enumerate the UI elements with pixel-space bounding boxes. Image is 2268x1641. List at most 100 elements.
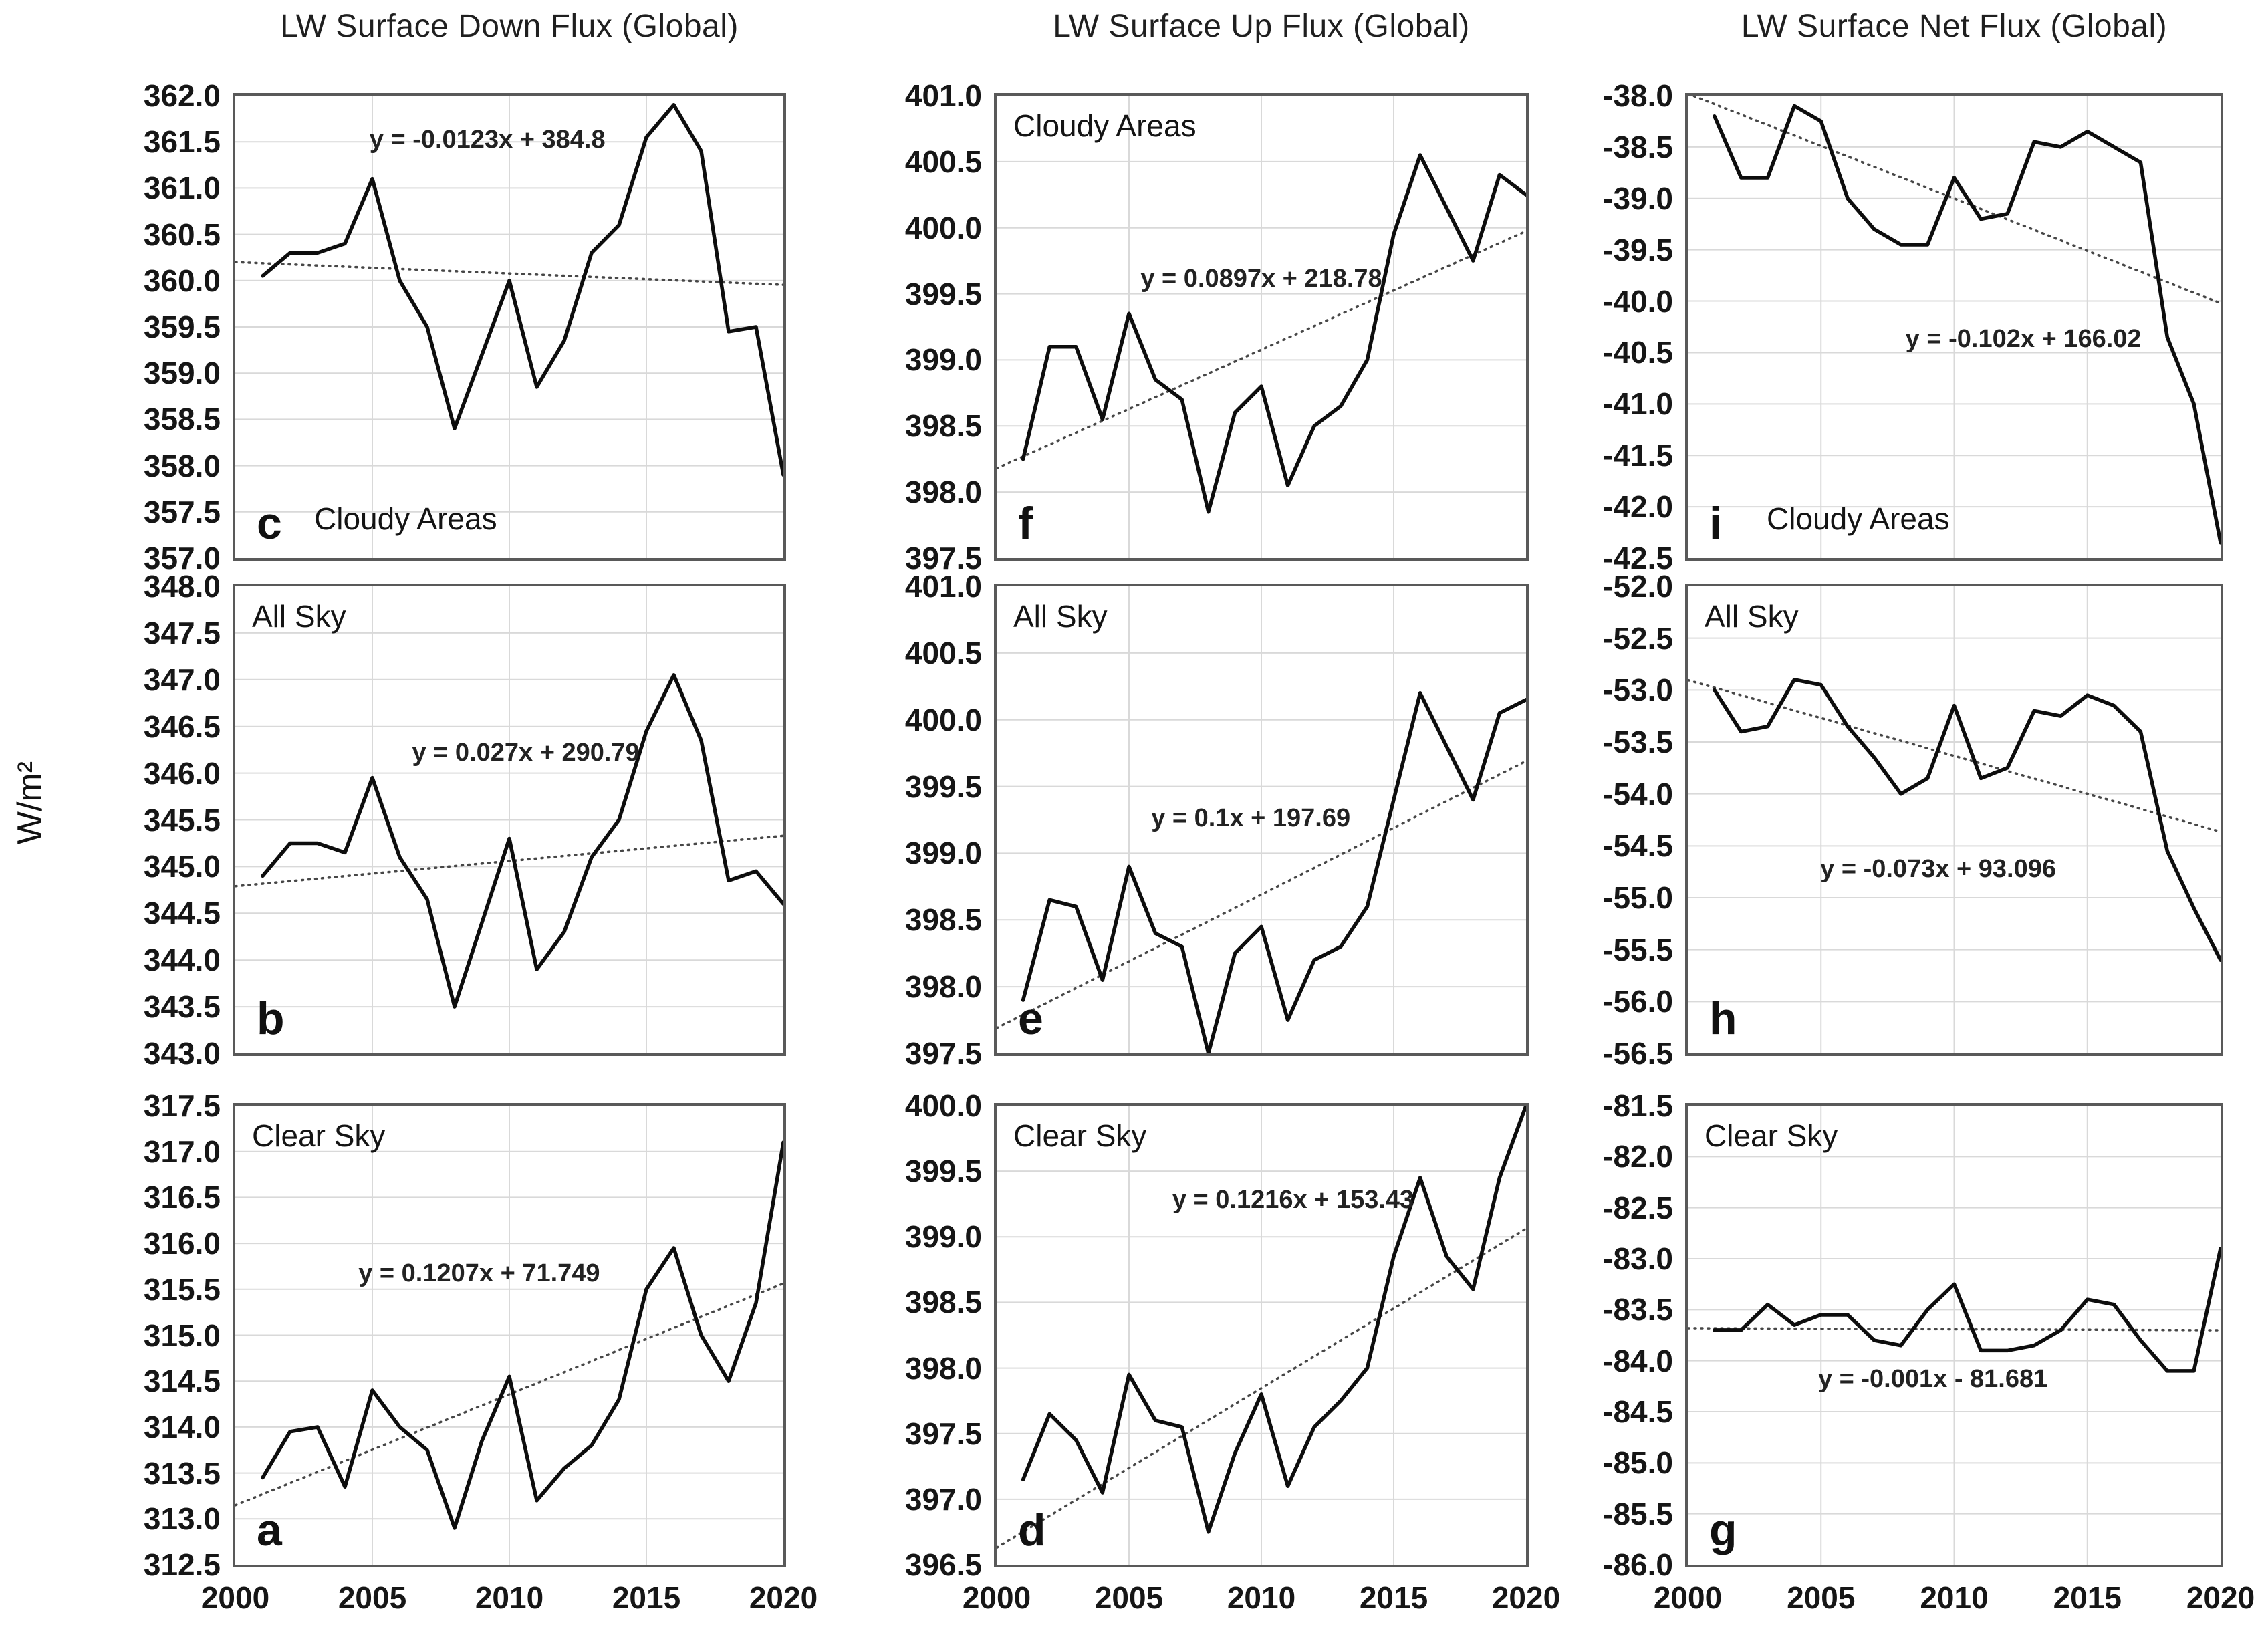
y-axis-tick-label: -52.0 <box>1603 569 1673 604</box>
y-axis-tick-label: 397.5 <box>904 1036 982 1071</box>
y-axis-tick-label: 401.0 <box>904 569 982 604</box>
y-axis-tick-label: 359.0 <box>143 356 221 391</box>
trend-line <box>997 1227 1526 1549</box>
y-axis-tick-label: 314.0 <box>143 1409 221 1444</box>
y-axis-tick-label: 344.5 <box>143 896 221 931</box>
y-axis-tick-label: 398.5 <box>904 1285 982 1320</box>
series-label: Clear Sky <box>1705 1118 1838 1153</box>
panel-g-net-clearsky: -81.5 -82.0 -82.5 -83.0 -83.5 -84.0 -84.5 -85.0… <box>1603 1088 2255 1615</box>
trend-equation: y = 0.1216x + 153.43 <box>1172 1186 1414 1215</box>
data-line <box>261 673 783 1009</box>
column-title-down-flux: LW Surface Down Flux (Global) <box>280 9 739 44</box>
series-label: All Sky <box>1705 599 1799 634</box>
y-axis-tick-label: 397.0 <box>904 1481 982 1517</box>
y-axis-tick-labels: 348.0 347.5 347.0 346.5 346.0 345.5 345.0 344.5… <box>67 569 221 1071</box>
y-axis-tick-label: 400.5 <box>904 144 982 179</box>
y-axis-tick-label: -81.5 <box>1603 1088 1673 1123</box>
data-line <box>1021 153 1526 514</box>
y-axis-tick-label: 400.0 <box>904 210 982 245</box>
x-axis-tick-labels: 2000 2005 2010 2015 2020 <box>963 1565 1560 1625</box>
y-axis-tick-labels: -52.0 -52.5 -53.0 -53.5 -54.0 -54.5 -55.0 -55.5… <box>1519 569 1673 1071</box>
data-line <box>1021 1106 1526 1534</box>
y-axis-tick-label: -83.0 <box>1603 1241 1673 1276</box>
trend-equation: y = -0.073x + 93.096 <box>1820 855 2057 884</box>
y-axis-tick-label: -83.5 <box>1603 1292 1673 1328</box>
y-axis-tick-label: -54.5 <box>1603 828 1673 864</box>
chart-svg <box>1688 586 2221 1053</box>
panel-f-up-cloudy: 401.0 400.5 400.0 399.5 399.0 398.5 398.0 397.5… <box>905 78 1529 576</box>
y-axis-tick-label: -41.0 <box>1603 386 1673 422</box>
y-axis-tick-label: -42.0 <box>1603 489 1673 525</box>
x-axis-tick-label: 2010 <box>475 1580 544 1615</box>
x-axis-tick-label: 2005 <box>1787 1580 1856 1615</box>
y-axis-tick-label: 313.5 <box>143 1455 221 1491</box>
panel-i-net-cloudy: -38.0 -38.5 -39.0 -39.5 -40.0 -40.5 -41.0 -41.5… <box>1603 78 2223 576</box>
y-axis-tick-label: -86.0 <box>1603 1547 1673 1582</box>
y-axis-tick-label: -38.0 <box>1603 78 1673 113</box>
trend-line <box>235 261 783 286</box>
y-axis-tick-label: 399.5 <box>904 1154 982 1189</box>
y-axis-tick-label: -55.0 <box>1603 880 1673 915</box>
trend-line <box>1690 96 2221 305</box>
y-axis-tick-label: 346.5 <box>143 709 221 744</box>
y-axis-tick-label: -85.5 <box>1603 1496 1673 1531</box>
y-axis-tick-label: 398.0 <box>904 475 982 510</box>
y-axis-tick-label: 399.5 <box>904 276 982 311</box>
x-axis-tick-label: 2020 <box>2186 1580 2255 1615</box>
y-axis-tick-label: -85.0 <box>1603 1445 1673 1481</box>
data-line <box>261 1140 783 1530</box>
y-axis-tick-label: 312.5 <box>143 1547 221 1582</box>
trend-equation: y = -0.001x - 81.681 <box>1817 1365 2048 1394</box>
trend-line <box>1688 678 2221 833</box>
x-axis-tick-label: 2015 <box>612 1580 681 1615</box>
panel-e-up-allsky: 401.0 400.5 400.0 399.5 399.0 398.5 398.0 397.5… <box>905 569 1529 1071</box>
data-line <box>1713 104 2221 545</box>
y-axis-tick-label: 361.5 <box>143 124 221 160</box>
y-axis-tick-labels: 317.5 317.0 316.5 316.0 315.5 315.0 314.5 314.0… <box>67 1088 221 1582</box>
y-axis-tick-label: 362.0 <box>143 78 221 113</box>
chart-svg <box>235 96 783 558</box>
y-axis-tick-label: 399.0 <box>904 342 982 378</box>
y-axis-tick-label: 399.0 <box>904 836 982 871</box>
series-label: Clear Sky <box>252 1118 386 1153</box>
y-axis-tick-label: 313.0 <box>143 1501 221 1537</box>
y-axis-tick-label: -52.5 <box>1603 620 1673 656</box>
panel-letter: h <box>1709 993 1737 1044</box>
y-axis-tick-label: 396.5 <box>904 1547 982 1582</box>
y-axis-tick-label: 359.5 <box>143 309 221 344</box>
y-axis-tick-label: -39.0 <box>1603 180 1673 216</box>
trend-line <box>1688 1327 2221 1332</box>
column-title-net-flux: LW Surface Net Flux (Global) <box>1741 9 2168 44</box>
panel-b-down-allsky: 348.0 347.5 347.0 346.5 346.0 345.5 345.0 344.5… <box>144 569 786 1071</box>
panel-a-down-clearsky: 317.5 317.0 316.5 316.0 315.5 315.0 314.5 314.0… <box>144 1088 817 1615</box>
data-line <box>1713 1246 2221 1373</box>
y-axis-tick-label: 347.0 <box>143 662 221 697</box>
series-label: All Sky <box>1013 599 1108 634</box>
x-axis-tick-label: 2015 <box>1359 1580 1428 1615</box>
series-label: All Sky <box>252 599 346 634</box>
y-axis-tick-label: -53.0 <box>1603 672 1673 708</box>
panel-h-net-allsky: -52.0 -52.5 -53.0 -53.5 -54.0 -54.5 -55.0 -55.5… <box>1603 569 2223 1071</box>
data-line <box>261 103 783 477</box>
series-label: Cloudy Areas <box>1767 501 1950 536</box>
y-axis-tick-label: 400.5 <box>904 635 982 670</box>
x-axis-tick-label: 2000 <box>962 1580 1031 1615</box>
y-axis-tick-label: 397.5 <box>904 1416 982 1451</box>
y-axis-tick-label: -54.0 <box>1603 776 1673 811</box>
y-axis-tick-label: 314.5 <box>143 1364 221 1399</box>
trend-line <box>235 834 783 888</box>
data-line <box>1021 691 1526 1053</box>
y-axis-tick-label: -84.5 <box>1603 1394 1673 1429</box>
y-axis-tick-label: -40.0 <box>1603 283 1673 319</box>
y-axis-tick-label: 397.5 <box>904 541 982 576</box>
panel-letter: g <box>1709 1505 1737 1555</box>
y-axis-tick-label: -41.5 <box>1603 438 1673 473</box>
x-axis-tick-label: 2000 <box>201 1580 270 1615</box>
chart-svg <box>235 1106 783 1565</box>
panel-letter: e <box>1018 993 1043 1044</box>
y-axis-tick-labels: 362.0 361.5 361.0 360.5 360.0 359.5 359.0 358.5… <box>67 78 221 576</box>
y-axis-tick-label: -84.0 <box>1603 1343 1673 1378</box>
y-axis-tick-label: 401.0 <box>904 78 982 113</box>
trend-line <box>235 1282 783 1507</box>
